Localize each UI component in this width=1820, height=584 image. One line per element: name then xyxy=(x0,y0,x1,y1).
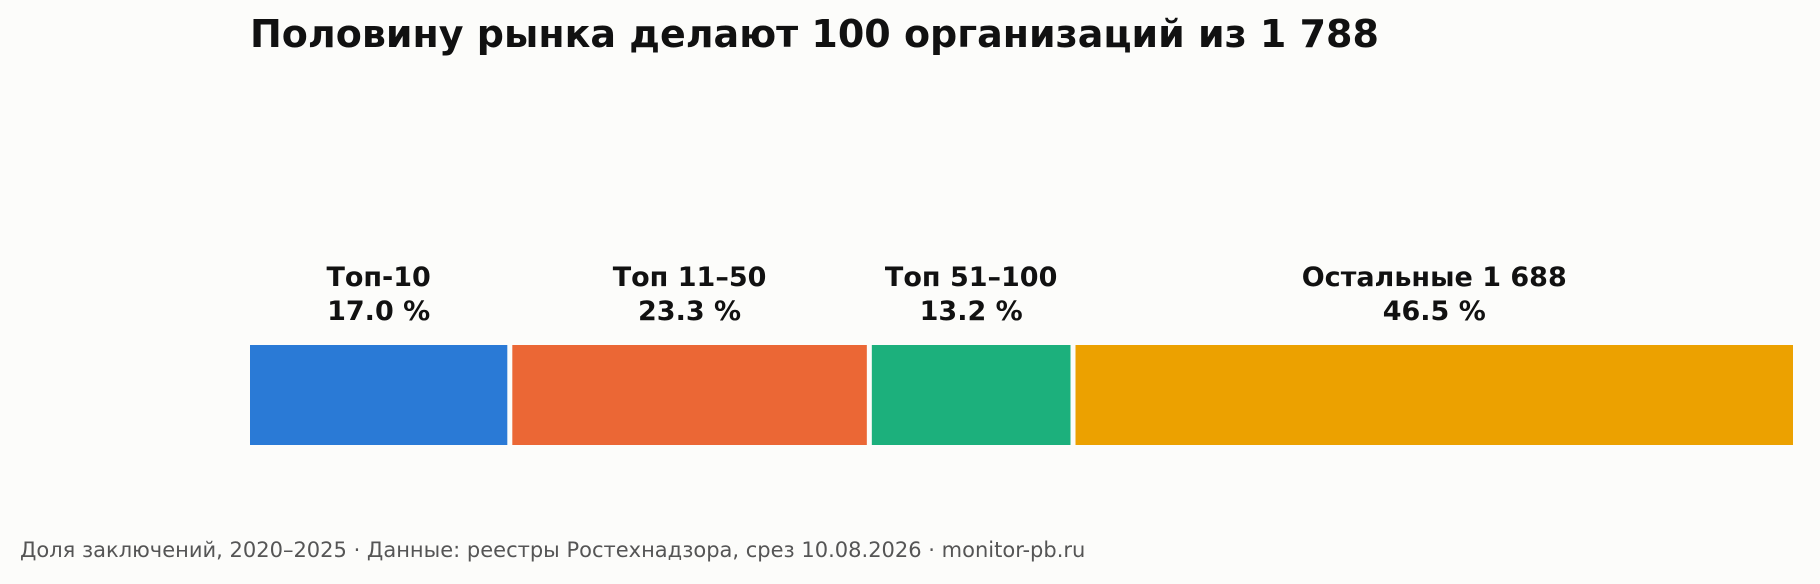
category-label: Топ-10 xyxy=(326,262,430,293)
footer-caption: Доля заключений, 2020–2025 · Данные: рее… xyxy=(20,538,1086,562)
value-label: 46.5 % xyxy=(1383,296,1486,327)
chart-title: Половину рынка делают 100 организаций из… xyxy=(250,12,1379,56)
bar-segment xyxy=(1075,345,1793,445)
category-label: Топ 51–100 xyxy=(885,262,1057,293)
value-label: 17.0 % xyxy=(327,296,430,327)
category-label: Топ 11–50 xyxy=(613,262,767,293)
bar-segment xyxy=(871,345,1071,445)
value-label: 23.3 % xyxy=(638,296,741,327)
category-label: Остальные 1 688 xyxy=(1302,262,1567,293)
bar-segment xyxy=(250,345,508,445)
bar-segment xyxy=(512,345,867,445)
value-label: 13.2 % xyxy=(920,296,1023,327)
